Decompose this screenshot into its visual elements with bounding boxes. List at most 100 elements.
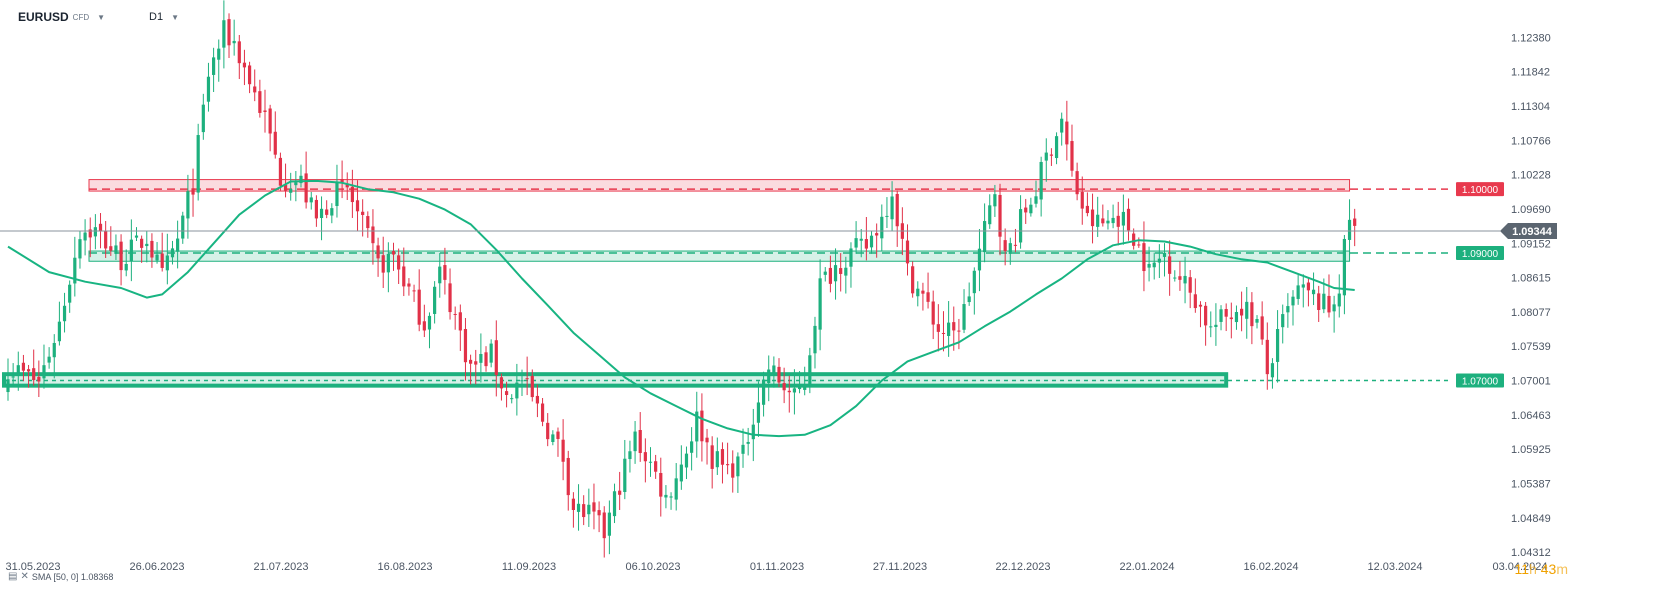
candle xyxy=(1049,148,1054,166)
candle xyxy=(690,427,694,471)
indicator-settings-icon[interactable]: ▤ xyxy=(8,571,18,582)
candle-body xyxy=(551,434,555,443)
candle-body xyxy=(504,391,509,395)
candle-body xyxy=(417,289,421,325)
candle-body xyxy=(1034,196,1038,204)
candle-body xyxy=(972,270,976,294)
candle xyxy=(289,172,293,201)
candle-body xyxy=(1013,244,1018,246)
candle xyxy=(823,267,827,282)
candle-body xyxy=(294,182,298,186)
candle-body xyxy=(309,197,313,203)
candle xyxy=(674,463,678,511)
candle-body xyxy=(525,378,529,380)
candle xyxy=(803,366,807,396)
price-tick-label: 1.07001 xyxy=(1511,375,1551,387)
candle xyxy=(1116,201,1120,246)
candle-body xyxy=(433,286,437,314)
candle xyxy=(571,492,575,528)
candle xyxy=(176,220,180,269)
candle-body xyxy=(1178,276,1182,280)
candle-body xyxy=(26,369,31,372)
candle xyxy=(684,446,689,480)
candle-body xyxy=(381,255,385,273)
candle-body xyxy=(905,240,910,264)
candle-body xyxy=(690,441,694,453)
candle-body xyxy=(350,186,354,203)
candle-body xyxy=(1347,219,1352,240)
candle-body xyxy=(1245,301,1249,319)
candle xyxy=(268,104,272,152)
candle xyxy=(983,203,987,263)
candle-body xyxy=(571,498,575,510)
candle-body xyxy=(767,369,771,384)
candle xyxy=(1296,275,1300,305)
candle xyxy=(458,304,462,351)
price-tick-label: 1.08615 xyxy=(1511,273,1551,285)
candle xyxy=(710,436,714,489)
price-tick-label: 1.12380 xyxy=(1511,32,1551,44)
candle xyxy=(654,454,658,479)
candle-body xyxy=(510,398,514,400)
candle-body xyxy=(623,458,627,492)
candle xyxy=(726,442,730,475)
level-tag-label: 1.07000 xyxy=(1462,377,1499,388)
candle-body xyxy=(520,380,524,382)
indicator-remove-icon[interactable]: ✕ xyxy=(20,571,29,582)
candle xyxy=(402,247,406,297)
candle-body xyxy=(278,157,283,186)
candle-body xyxy=(1234,311,1239,323)
candle-body xyxy=(155,254,159,261)
countdown-minutes: 43 xyxy=(1540,561,1557,577)
candle-body xyxy=(160,253,164,268)
candle-body xyxy=(988,205,992,225)
timeframe-dropdown-icon[interactable]: ▼ xyxy=(171,12,180,22)
candle xyxy=(145,231,149,263)
candle xyxy=(155,242,159,264)
candle-body xyxy=(32,368,36,381)
candle-body xyxy=(818,278,822,330)
candle xyxy=(376,237,380,277)
candle-body xyxy=(612,491,617,517)
candle xyxy=(504,381,509,408)
candle xyxy=(1275,310,1280,383)
candle xyxy=(1096,196,1100,237)
candle-body xyxy=(1085,205,1089,214)
candle-body xyxy=(1049,154,1054,156)
candle-body xyxy=(967,296,971,303)
candle xyxy=(700,393,704,462)
candle xyxy=(1188,270,1192,309)
price-tick-label: 1.05387 xyxy=(1511,478,1551,490)
candle-body xyxy=(1306,282,1311,291)
symbol-label[interactable]: EURUSD xyxy=(18,10,69,24)
candle xyxy=(26,364,31,388)
candle-body xyxy=(1255,319,1259,323)
candle-body xyxy=(921,290,925,294)
candle-body xyxy=(638,430,642,453)
candle-body xyxy=(941,332,946,334)
candle xyxy=(340,160,344,199)
candle xyxy=(1173,270,1177,282)
candle-body xyxy=(669,496,673,498)
candle-body xyxy=(715,451,719,468)
level-tag-bg xyxy=(1456,245,1504,260)
candle-body xyxy=(1054,136,1059,159)
candle-body xyxy=(931,301,935,325)
candle-body xyxy=(273,131,277,155)
candle xyxy=(746,427,750,456)
candle-body xyxy=(150,240,154,258)
candle xyxy=(808,347,812,394)
timeframe-label[interactable]: D1 xyxy=(149,11,164,23)
candle xyxy=(104,220,108,258)
candle xyxy=(391,242,396,271)
current-price-tag-bg xyxy=(1500,223,1557,240)
date-tick-label: 12.03.2024 xyxy=(1367,561,1422,573)
candle-body xyxy=(330,208,334,216)
candle xyxy=(314,195,318,227)
symbol-dropdown-icon[interactable]: ▼ xyxy=(97,12,106,22)
candle-body xyxy=(576,503,581,512)
candle xyxy=(62,292,67,333)
candle-body xyxy=(283,184,288,191)
candle xyxy=(1168,240,1172,296)
